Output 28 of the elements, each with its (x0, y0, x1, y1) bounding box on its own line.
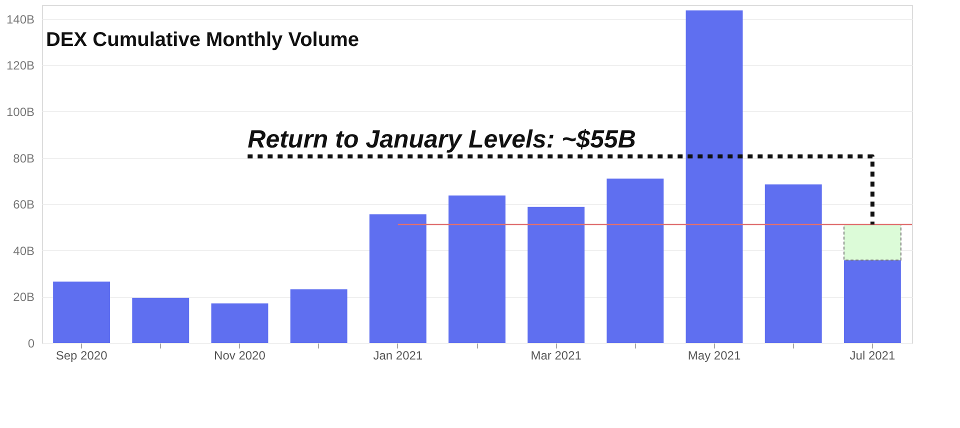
bar (843, 224, 902, 261)
y-tick-label: 80B (13, 151, 34, 166)
bar (290, 289, 348, 343)
bar (369, 214, 426, 343)
bar (606, 178, 664, 343)
x-tick-label: Jan 2021 (373, 348, 423, 362)
bar (53, 282, 110, 343)
bar (132, 298, 190, 343)
y-tick-label: 0 (28, 336, 35, 350)
bar (686, 10, 743, 343)
text: DEX Cumulative Monthly Volume (46, 29, 359, 51)
bar (448, 196, 506, 343)
bar (764, 184, 822, 343)
x-tick-label: Nov 2020 (214, 348, 266, 362)
y-tick-label: 60B (13, 198, 34, 212)
x-tick-label: Mar 2021 (530, 348, 582, 362)
bar (528, 206, 585, 343)
bar (844, 260, 901, 343)
y-tick-label: 140B (6, 12, 34, 26)
y-tick-label: 120B (6, 58, 34, 73)
ref-line-label: Return to January Levels: ~$55B (248, 125, 636, 154)
bar (211, 303, 268, 343)
y-tick-label: 100B (6, 104, 34, 119)
x-tick-label: Sep 2020 (56, 348, 108, 362)
x-tick-label: Jul 2021 (850, 348, 896, 362)
x-tick-label: May 2021 (688, 348, 741, 362)
y-tick-label: 20B (13, 290, 34, 304)
y-tick-label: 40B (13, 244, 34, 258)
